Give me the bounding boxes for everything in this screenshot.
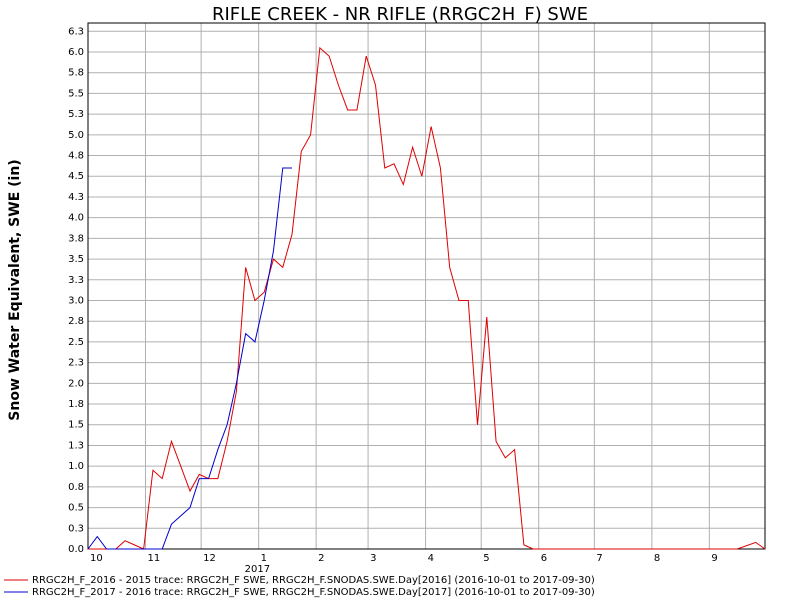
y-tick-label: 4.3	[68, 192, 84, 203]
y-axis-label: Snow Water Equivalent, SWE (in)	[7, 159, 23, 420]
plot-border	[87, 22, 766, 550]
x-tick-label: 10	[90, 553, 103, 564]
x-tick-label: 3	[370, 553, 376, 564]
legend-label: RRGC2H_F_2017 - 2016 trace: RRGC2H_F SWE…	[32, 587, 595, 598]
y-tick-label: 4.5	[68, 171, 84, 182]
y-tick-label: 1.5	[68, 420, 84, 431]
year-label: 2017	[245, 564, 270, 575]
x-tick-label: 9	[711, 553, 717, 564]
y-tick-label: 1.0	[68, 461, 84, 472]
x-tick-label: 5	[483, 553, 489, 564]
y-tick-label: 1.3	[68, 440, 84, 451]
chart-title: RIFLE CREEK - NR RIFLE (RRGC2H_F) SWE	[212, 4, 588, 25]
y-tick-label: 5.8	[68, 68, 84, 79]
y-tick-label: 0.0	[68, 544, 84, 555]
y-tick-label: 3.3	[68, 275, 84, 286]
y-tick-label: 4.8	[68, 151, 84, 162]
legend-label: RRGC2H_F_2016 - 2015 trace: RRGC2H_F SWE…	[32, 575, 595, 586]
y-tick-label: 0.8	[68, 482, 84, 493]
y-tick-label: 3.5	[68, 254, 84, 265]
series-line	[88, 46, 766, 550]
plot-area	[87, 22, 766, 550]
y-tick-label: 6.0	[68, 47, 84, 58]
y-tick-label: 0.5	[68, 503, 84, 514]
x-tick-label: 8	[654, 553, 660, 564]
y-tick-label: 4.0	[68, 213, 84, 224]
x-tick-label: 2	[318, 553, 324, 564]
y-tick-label: 5.0	[68, 130, 84, 141]
y-tick-label: 0.3	[68, 523, 84, 534]
y-tick-label: 2.3	[68, 358, 84, 369]
y-tick-label: 2.5	[68, 337, 84, 348]
y-tick-label: 2.0	[68, 378, 84, 389]
y-tick-label: 5.5	[68, 88, 84, 99]
y-tick-label: 3.0	[68, 295, 84, 306]
y-tick-label: 3.8	[68, 233, 84, 244]
y-tick-label: 1.8	[68, 399, 84, 410]
x-tick-label: 7	[596, 553, 602, 564]
x-tick-label: 11	[147, 553, 160, 564]
x-tick-label: 12	[203, 553, 216, 564]
y-tick-label: 2.8	[68, 316, 84, 327]
x-tick-label: 6	[541, 553, 547, 564]
series-line	[87, 167, 293, 550]
y-tick-label: 5.3	[68, 109, 84, 120]
y-tick-label: 6.3	[68, 26, 84, 37]
x-tick-label: 4	[428, 553, 434, 564]
x-tick-label: 1	[261, 553, 267, 564]
